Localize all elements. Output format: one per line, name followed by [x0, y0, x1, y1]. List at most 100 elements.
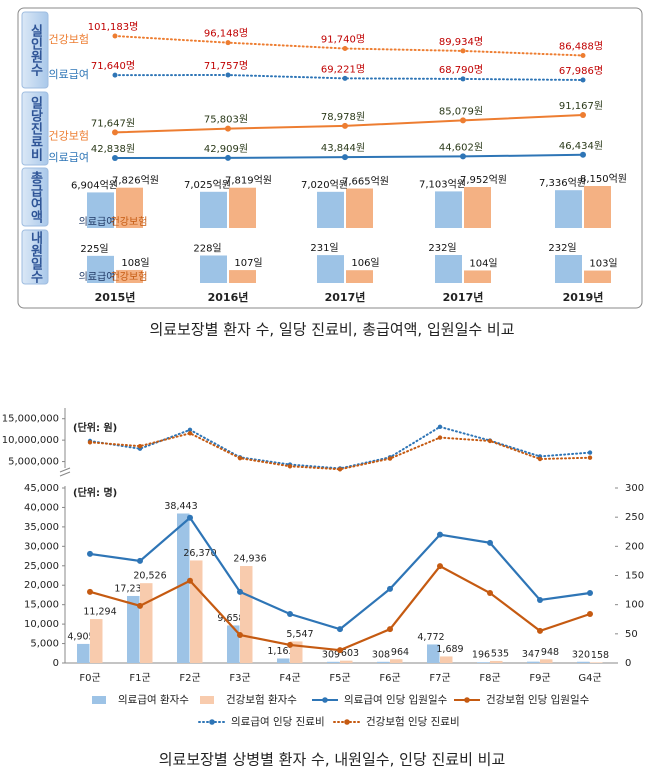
point	[287, 641, 293, 648]
value-label: 225일	[80, 243, 108, 255]
bar	[390, 659, 403, 663]
bar	[346, 270, 373, 283]
value-label: 85,079원	[439, 105, 483, 117]
legend-label: 건강보험 인당 입원일수	[486, 693, 590, 706]
point	[437, 531, 443, 538]
y-tick-label: 20,000	[24, 580, 59, 591]
series-name: 의료급여	[49, 68, 89, 81]
point	[537, 597, 543, 603]
point	[237, 632, 243, 638]
x-tick-label: 2017년	[325, 290, 366, 304]
point	[287, 464, 293, 469]
x-tick-label: F7군	[429, 672, 450, 684]
value-label: 232일	[548, 242, 576, 254]
x-tick-label: G4군	[578, 672, 601, 684]
series-line	[89, 432, 591, 471]
value-label: 67,986명	[559, 65, 603, 77]
series-name: 의료급여	[49, 151, 89, 164]
value-label: 96,148명	[204, 28, 248, 40]
row-label-box	[21, 229, 49, 285]
point	[587, 450, 593, 455]
value-label: 231일	[310, 242, 338, 254]
bar	[555, 255, 582, 283]
point	[337, 626, 343, 633]
x-tick-label: 2017년	[443, 290, 484, 304]
y2-tick-label: 250	[625, 512, 644, 523]
value-label: 24,936	[233, 554, 266, 565]
point	[137, 557, 143, 564]
bar	[464, 187, 491, 228]
value-label: 232일	[428, 242, 456, 254]
row-label-box	[21, 91, 49, 166]
value-label: 104일	[469, 257, 497, 269]
value-label: 948	[541, 647, 559, 658]
point	[460, 117, 466, 124]
value-label: 78,978원	[321, 111, 365, 123]
bar	[200, 255, 227, 283]
bar	[317, 255, 344, 283]
bar	[440, 656, 453, 663]
bar	[340, 660, 353, 663]
point	[487, 590, 493, 596]
legend-label: 의료급여 환자수	[118, 694, 189, 706]
point	[437, 424, 443, 430]
value-label: 308	[372, 649, 390, 660]
value-label: 17,235	[114, 583, 147, 594]
value-label: 26,370	[183, 548, 216, 559]
y-tick-label: 10,000	[24, 619, 59, 630]
bar	[584, 270, 611, 283]
value-label: 7,103억원	[419, 178, 466, 190]
x-tick-label: F0군	[79, 672, 100, 684]
bar	[346, 188, 373, 228]
value-label: 5,547	[286, 629, 313, 640]
bar	[540, 659, 553, 663]
point	[187, 427, 193, 433]
legend-swatch	[200, 696, 214, 704]
unit-label: (단위: 명)	[73, 486, 117, 499]
y-tick-label: 25,000	[24, 561, 59, 572]
point	[87, 550, 93, 557]
value-label: 196	[472, 650, 490, 661]
point	[187, 514, 193, 521]
bar	[227, 625, 240, 663]
point	[342, 122, 348, 129]
x-tick-label: F4군	[279, 672, 300, 684]
series-name: 건강보험	[111, 216, 148, 228]
point	[537, 627, 543, 634]
value-label: 71,647원	[91, 117, 135, 129]
value-label: 320	[572, 649, 590, 660]
bar	[464, 270, 491, 283]
point	[225, 125, 231, 132]
value-label: 9,658	[217, 613, 244, 624]
upper-tick-label: 5,000,000	[8, 457, 59, 468]
value-label: 964	[391, 647, 409, 658]
bar	[87, 192, 114, 228]
point	[487, 438, 493, 444]
bar	[477, 662, 490, 663]
point	[187, 431, 193, 436]
value-label: 1,689	[436, 644, 463, 655]
series-name: 건강보험	[49, 129, 89, 142]
value-label: 4,905	[67, 631, 94, 642]
x-tick-label: F2군	[179, 672, 200, 684]
panel-border	[17, 7, 643, 309]
value-label: 71,640명	[91, 60, 135, 72]
caption: 의료보장별 환자 수, 일당 진료비, 총급여액, 입원일수 비교	[149, 321, 514, 339]
point	[437, 435, 443, 440]
row-label: 일당진료비	[28, 96, 43, 162]
value-label: 7,336억원	[539, 177, 586, 189]
value-label: 42,838원	[91, 143, 135, 155]
value-label: 309	[322, 649, 340, 660]
point	[237, 455, 243, 461]
value-label: 101,183명	[88, 21, 139, 33]
point	[137, 602, 143, 609]
row-label-box	[21, 167, 49, 227]
bar	[435, 191, 462, 228]
value-label: 7,025억원	[184, 179, 231, 191]
legend-label: 의료급여 인당 입원일수	[344, 693, 448, 706]
point	[87, 440, 93, 445]
row-label: 총급여액	[28, 170, 43, 224]
bar	[87, 255, 114, 283]
point	[387, 585, 393, 592]
axis-break	[59, 471, 71, 477]
